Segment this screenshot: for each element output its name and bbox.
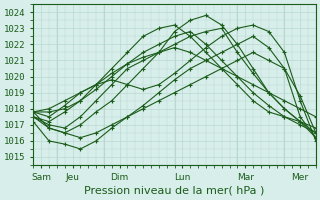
X-axis label: Pression niveau de la mer( hPa ): Pression niveau de la mer( hPa ) — [84, 186, 265, 196]
